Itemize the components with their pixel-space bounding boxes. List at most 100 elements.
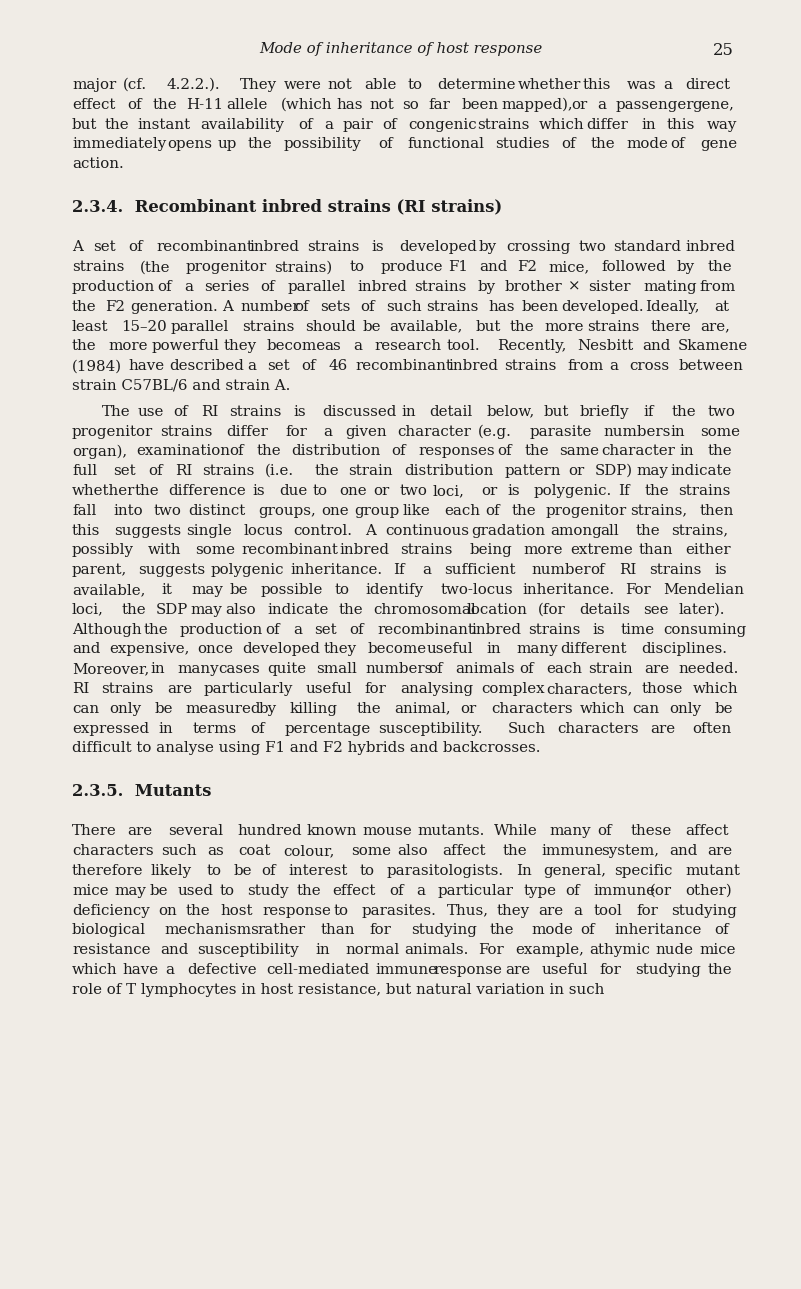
Text: of: of (302, 360, 316, 373)
Text: of: of (566, 884, 580, 898)
Text: to: to (334, 904, 348, 918)
Text: this: this (667, 117, 695, 131)
Text: Recently,: Recently, (497, 339, 567, 353)
Text: of: of (298, 117, 313, 131)
Text: terms: terms (193, 722, 237, 736)
Text: of: of (389, 884, 404, 898)
Text: likely: likely (151, 864, 191, 878)
Text: more: more (108, 339, 147, 353)
Text: by: by (259, 701, 277, 715)
Text: gene: gene (700, 138, 737, 151)
Text: RI: RI (175, 464, 192, 478)
Text: 25: 25 (713, 43, 734, 59)
Text: set: set (114, 464, 136, 478)
Text: tool: tool (594, 904, 622, 918)
Text: percentage: percentage (285, 722, 371, 736)
Text: they: they (223, 339, 256, 353)
Text: character: character (397, 424, 471, 438)
Text: cell-mediated: cell-mediated (267, 963, 370, 977)
Text: ×: × (568, 280, 581, 294)
Text: be: be (362, 320, 380, 334)
Text: hundred: hundred (237, 825, 302, 838)
Text: is: is (507, 483, 520, 498)
Text: characters: characters (72, 844, 154, 858)
Text: are: are (650, 722, 675, 736)
Text: are: are (538, 904, 564, 918)
Text: studying: studying (412, 923, 477, 937)
Text: Moreover,: Moreover, (72, 663, 149, 677)
Text: by: by (477, 280, 496, 294)
Text: difficult to analyse using F1 and F2 hybrids and backcrosses.: difficult to analyse using F1 and F2 hyb… (72, 741, 541, 755)
Text: group: group (355, 504, 400, 518)
Text: type: type (523, 884, 556, 898)
Text: in: in (315, 944, 329, 958)
Text: a: a (574, 904, 582, 918)
Text: to: to (408, 79, 423, 92)
Text: defective: defective (187, 963, 256, 977)
Text: H-11: H-11 (186, 98, 223, 112)
Text: mating: mating (644, 280, 698, 294)
Text: particularly: particularly (203, 682, 293, 696)
Text: and: and (72, 642, 100, 656)
Text: two: two (399, 483, 427, 498)
Text: than: than (320, 923, 356, 937)
Text: direct: direct (686, 79, 731, 92)
Text: such: such (161, 844, 197, 858)
Text: mapped),: mapped), (502, 98, 574, 112)
Text: standard: standard (614, 240, 682, 254)
Text: are: are (505, 963, 530, 977)
Text: determine: determine (437, 79, 516, 92)
Text: mode: mode (626, 138, 669, 151)
Text: expensive,: expensive, (109, 642, 190, 656)
Text: consuming: consuming (663, 623, 747, 637)
Text: often: often (693, 722, 732, 736)
Text: number: number (532, 563, 591, 577)
Text: mechanisms: mechanisms (165, 923, 260, 937)
Text: set: set (314, 623, 337, 637)
Text: was: was (627, 79, 657, 92)
Text: 46: 46 (328, 360, 348, 373)
Text: indicate: indicate (268, 603, 329, 616)
Text: Such: Such (508, 722, 545, 736)
Text: inheritance.: inheritance. (522, 583, 614, 597)
Text: the: the (314, 464, 339, 478)
Text: strains: strains (477, 117, 529, 131)
Text: mode: mode (531, 923, 573, 937)
Text: of: of (379, 138, 393, 151)
Text: also: also (226, 603, 256, 616)
Text: be: be (234, 864, 252, 878)
Text: extreme: extreme (570, 543, 633, 557)
Text: quite: quite (268, 663, 307, 677)
Text: more: more (523, 543, 562, 557)
Text: suggests: suggests (138, 563, 205, 577)
Text: like: like (403, 504, 431, 518)
Text: 2.3.4.  Recombinant inbred strains (RI strains): 2.3.4. Recombinant inbred strains (RI st… (72, 199, 502, 215)
Text: this: this (583, 79, 611, 92)
Text: crossing: crossing (506, 240, 571, 254)
Text: two: two (578, 240, 606, 254)
Text: recombinant: recombinant (241, 543, 338, 557)
Text: distinct: distinct (187, 504, 245, 518)
Text: (cf.: (cf. (123, 79, 147, 92)
Text: the: the (297, 884, 321, 898)
Text: instant: instant (138, 117, 191, 131)
Text: susceptibility.: susceptibility. (378, 722, 482, 736)
Text: on: on (158, 904, 176, 918)
Text: and: and (479, 260, 507, 275)
Text: polygenic: polygenic (211, 563, 284, 577)
Text: particular: particular (437, 884, 513, 898)
Text: strains: strains (649, 563, 701, 577)
Text: same: same (559, 445, 599, 459)
Text: strains: strains (202, 464, 255, 478)
Text: in: in (486, 642, 501, 656)
Text: mice: mice (700, 944, 736, 958)
Text: For: For (478, 944, 504, 958)
Text: studies: studies (495, 138, 550, 151)
Text: but: but (475, 320, 501, 334)
Text: least: least (72, 320, 108, 334)
Text: to: to (360, 864, 375, 878)
Text: as: as (324, 339, 341, 353)
Text: in: in (642, 117, 656, 131)
Text: not: not (328, 79, 352, 92)
Text: or: or (571, 98, 588, 112)
